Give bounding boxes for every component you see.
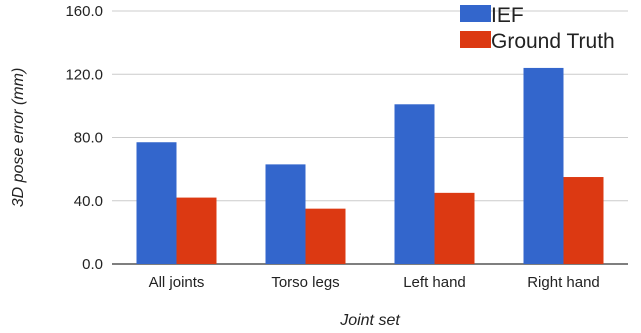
x-category-label: Left hand	[403, 274, 466, 291]
bar-ief-all-joints	[136, 142, 177, 264]
bar-ground-truth-right-hand	[563, 177, 604, 264]
bars	[136, 67, 604, 264]
legend-swatch	[460, 31, 491, 48]
y-tick-label: 40.0	[74, 193, 103, 210]
y-tick-labels: 0.0 40.0 80.0 120.0 160.0	[65, 3, 103, 273]
legend-swatch	[460, 5, 491, 22]
legend: IEF Ground Truth	[460, 4, 615, 53]
bar-ief-right-hand	[523, 67, 564, 264]
y-tick-label: 80.0	[74, 130, 103, 147]
bar-ground-truth-left-hand	[434, 192, 475, 264]
x-category-label: All joints	[149, 274, 205, 291]
legend-label: Ground Truth	[491, 30, 615, 53]
x-category-labels: All joints Torso legs Left hand Right hand	[149, 274, 600, 291]
legend-label: IEF	[491, 4, 524, 27]
y-tick-label: 160.0	[65, 3, 103, 20]
y-tick-label: 120.0	[65, 66, 103, 83]
y-tick-label: 0.0	[82, 256, 103, 273]
x-category-label: Torso legs	[271, 274, 339, 291]
bar-ground-truth-all-joints	[176, 197, 217, 264]
y-axis-title: 3D pose error (mm)	[10, 68, 27, 208]
bar-ief-left-hand	[394, 104, 435, 264]
x-axis-title: Joint set	[339, 312, 400, 329]
x-category-label: Right hand	[527, 274, 600, 291]
bar-ief-torso-legs	[265, 164, 306, 264]
bar-ground-truth-torso-legs	[305, 208, 346, 264]
